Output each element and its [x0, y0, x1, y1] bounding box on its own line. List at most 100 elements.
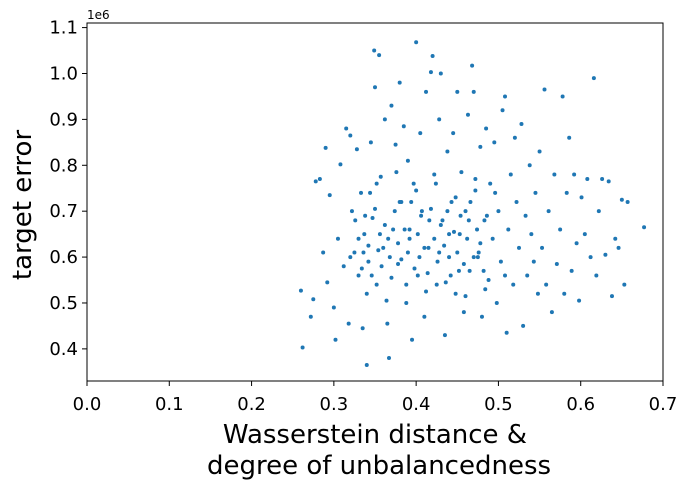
x-tick-label: 0.1	[155, 394, 184, 415]
data-point	[467, 268, 472, 273]
data-point	[428, 206, 433, 211]
data-point	[419, 213, 424, 218]
data-point	[317, 177, 322, 182]
data-point	[407, 236, 412, 241]
data-point	[451, 131, 456, 136]
data-point	[414, 40, 419, 45]
data-point	[348, 255, 353, 260]
data-point	[433, 181, 438, 186]
data-point	[546, 209, 551, 214]
y-tick-label: 0.7	[49, 201, 78, 222]
data-point	[382, 222, 387, 227]
data-point	[348, 133, 353, 138]
data-point	[473, 177, 478, 182]
data-point	[479, 314, 484, 319]
data-point	[625, 200, 630, 204]
data-point	[585, 177, 590, 182]
data-point	[359, 190, 364, 195]
data-point	[364, 291, 369, 296]
data-point	[360, 326, 365, 331]
data-point	[471, 89, 476, 94]
data-point	[412, 266, 417, 271]
data-point	[354, 147, 359, 152]
data-point	[463, 209, 468, 214]
data-point	[475, 227, 480, 232]
data-point	[422, 314, 427, 319]
y-axis-title: target error	[8, 130, 38, 281]
data-point	[405, 250, 410, 255]
data-point	[376, 248, 381, 253]
y-offset-label: 1e6	[87, 8, 110, 22]
data-point	[591, 76, 596, 81]
data-point	[440, 218, 445, 223]
data-point	[366, 243, 371, 248]
data-point	[407, 227, 412, 232]
data-point	[466, 218, 471, 223]
x-tick-label: 0.3	[320, 394, 349, 415]
data-point	[386, 356, 391, 361]
data-point	[449, 200, 454, 204]
data-point	[396, 241, 401, 246]
data-point	[613, 236, 618, 241]
data-point	[389, 275, 394, 280]
data-point	[430, 54, 435, 59]
data-point	[387, 255, 392, 260]
data-point	[425, 271, 430, 276]
data-point	[374, 282, 379, 287]
data-point	[308, 314, 313, 319]
data-point	[349, 209, 354, 214]
data-point	[473, 188, 478, 193]
data-point	[368, 190, 373, 195]
data-point	[471, 255, 476, 260]
data-point	[463, 294, 468, 299]
data-point	[405, 158, 410, 163]
data-point	[424, 89, 429, 94]
data-point	[544, 282, 549, 287]
data-point	[531, 259, 536, 264]
data-point	[478, 241, 483, 246]
data-point	[562, 291, 567, 296]
data-point	[409, 200, 414, 204]
data-point	[494, 300, 499, 305]
data-point	[457, 232, 462, 237]
data-point	[386, 236, 391, 241]
data-point	[483, 287, 488, 292]
data-point	[325, 280, 330, 285]
data-point	[443, 280, 448, 285]
data-point	[362, 232, 367, 237]
data-point	[415, 232, 420, 237]
data-point	[537, 149, 542, 154]
data-point	[504, 330, 509, 335]
data-point	[300, 345, 305, 350]
data-point	[569, 268, 574, 273]
data-point	[465, 236, 470, 241]
data-point	[434, 282, 439, 287]
data-point	[642, 225, 647, 230]
data-point	[574, 241, 579, 246]
data-point	[527, 163, 532, 168]
x-axis-title-line-2: degree of unbalancedness	[207, 451, 551, 481]
y-tick-label: 1.1	[49, 18, 78, 39]
data-point	[445, 149, 450, 154]
data-point	[401, 124, 406, 129]
points-layer	[298, 40, 647, 367]
data-point	[506, 227, 511, 232]
data-point	[447, 232, 452, 237]
data-point	[514, 200, 519, 204]
y-tick-label: 0.4	[49, 339, 78, 360]
data-point	[616, 245, 621, 250]
data-point	[560, 94, 565, 99]
data-point	[313, 179, 318, 184]
data-point	[381, 245, 386, 250]
y-axis: 0.4 0.5 0.6 0.7 0.8 0.9 1.0 1.1	[49, 18, 87, 360]
data-point	[379, 264, 384, 269]
data-point	[498, 259, 503, 264]
data-point	[478, 144, 483, 149]
data-point	[361, 250, 366, 255]
data-point	[496, 209, 501, 214]
data-point	[511, 282, 516, 287]
data-point	[372, 48, 377, 53]
data-point	[459, 170, 464, 175]
